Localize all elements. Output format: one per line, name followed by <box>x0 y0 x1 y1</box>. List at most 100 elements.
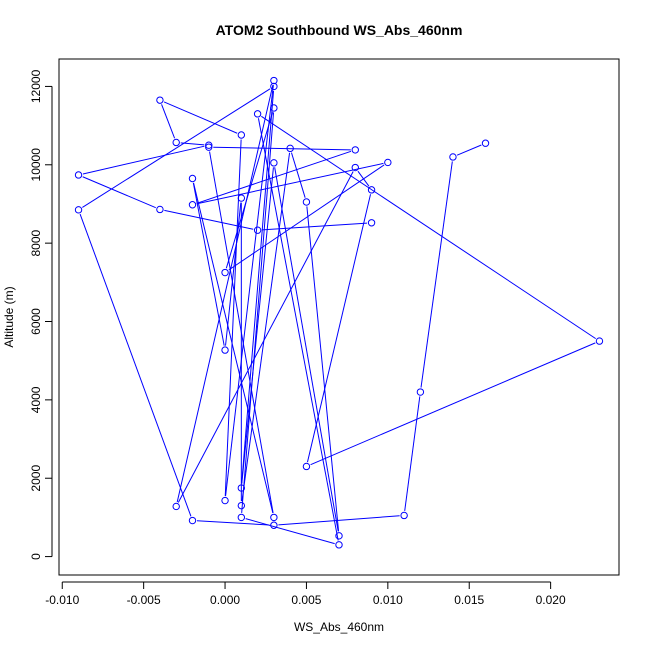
data-point <box>253 110 262 118</box>
series-segment <box>161 104 176 139</box>
series-segment <box>196 162 384 205</box>
x-tick-label: 0.015 <box>454 593 484 607</box>
x-tick-label: 0.020 <box>536 593 566 607</box>
data-point <box>221 496 229 505</box>
data-point <box>481 139 490 147</box>
data-point <box>188 201 197 209</box>
series-segment <box>357 170 370 187</box>
series-segment <box>209 151 274 514</box>
series-segment <box>79 213 192 517</box>
data-series <box>74 76 604 549</box>
data-point <box>205 141 213 149</box>
series-segment <box>163 101 238 134</box>
series-segment <box>274 167 339 532</box>
y-tick-label: 12000 <box>29 69 43 103</box>
data-point <box>270 82 278 91</box>
series-segment <box>82 88 271 208</box>
series-segment <box>176 84 274 503</box>
series-segment <box>420 161 453 388</box>
data-point <box>221 346 229 354</box>
x-tick-label: 0.010 <box>373 593 403 607</box>
x-tick-label: -0.005 <box>127 593 161 607</box>
series-segment <box>306 194 372 463</box>
series-segment <box>241 90 275 484</box>
data-point <box>237 194 246 202</box>
data-point <box>286 144 294 153</box>
series-segment <box>196 150 352 204</box>
y-tick-label: 10000 <box>29 148 43 182</box>
series-segment <box>456 144 482 156</box>
data-point <box>237 513 246 522</box>
y-tick-label: 4000 <box>29 386 43 413</box>
series-segment <box>257 118 339 541</box>
data-point <box>156 96 164 104</box>
series-segment <box>180 142 205 146</box>
series-segment <box>225 84 274 497</box>
data-point <box>237 484 246 492</box>
data-point <box>221 268 229 277</box>
data-point <box>270 159 278 167</box>
series-segment <box>228 164 385 271</box>
data-point <box>302 198 311 206</box>
series-segment <box>241 112 275 513</box>
data-point <box>595 337 604 345</box>
y-tick-label: 8000 <box>29 229 43 256</box>
data-point <box>351 146 359 154</box>
series-segment <box>262 222 368 231</box>
data-point <box>416 388 425 396</box>
data-point <box>384 158 392 167</box>
data-point <box>74 171 83 179</box>
data-point <box>270 521 278 529</box>
data-point <box>237 131 246 139</box>
y-axis: 0 2000 4000 6000 8000 10000 12000 <box>29 69 53 560</box>
data-point <box>351 163 359 172</box>
series-segment <box>245 518 335 545</box>
data-point <box>335 541 343 549</box>
series-segment <box>82 145 205 175</box>
data-point <box>449 153 457 161</box>
series-segment <box>310 342 596 466</box>
data-point <box>335 532 343 540</box>
y-tick-label: 2000 <box>29 465 43 492</box>
data-point <box>172 502 180 511</box>
series-segment <box>193 182 274 514</box>
plot-frame <box>58 58 620 576</box>
series-segment <box>278 515 400 526</box>
series-segment <box>82 176 156 209</box>
series-segment <box>404 396 421 512</box>
data-point <box>188 174 197 183</box>
series-segment <box>164 209 254 230</box>
data-point <box>367 219 376 227</box>
series-segment <box>213 146 351 151</box>
data-point <box>367 186 376 194</box>
series-segment <box>225 112 274 269</box>
data-point <box>237 501 246 510</box>
x-tick-label: 0.000 <box>210 593 240 607</box>
data-point <box>400 511 408 520</box>
chart-title: ATOM2 Southbound WS_Abs_460nm <box>216 22 463 38</box>
data-point <box>253 226 262 234</box>
data-point <box>172 138 180 147</box>
y-axis-label: Altitude (m) <box>2 286 16 347</box>
series-segment <box>241 167 274 484</box>
data-point <box>270 76 278 85</box>
series-segment <box>196 520 270 526</box>
y-tick-label: 6000 <box>29 308 43 335</box>
series-segment <box>241 152 291 502</box>
data-point <box>205 143 213 151</box>
data-point <box>188 516 197 525</box>
series-segment <box>261 115 596 340</box>
series-segment <box>177 171 354 503</box>
data-point <box>156 205 164 214</box>
data-point <box>302 462 311 471</box>
series-segment <box>306 206 340 532</box>
x-axis: -0.010 -0.005 0.000 0.005 0.010 0.015 0.020 <box>45 581 566 607</box>
data-point <box>270 513 278 522</box>
data-point <box>270 104 278 112</box>
x-tick-label: 0.005 <box>291 593 321 607</box>
x-tick-label: -0.010 <box>45 593 79 607</box>
data-point <box>74 206 83 214</box>
y-tick-label: 0 <box>29 553 43 560</box>
series-segment <box>290 152 306 198</box>
